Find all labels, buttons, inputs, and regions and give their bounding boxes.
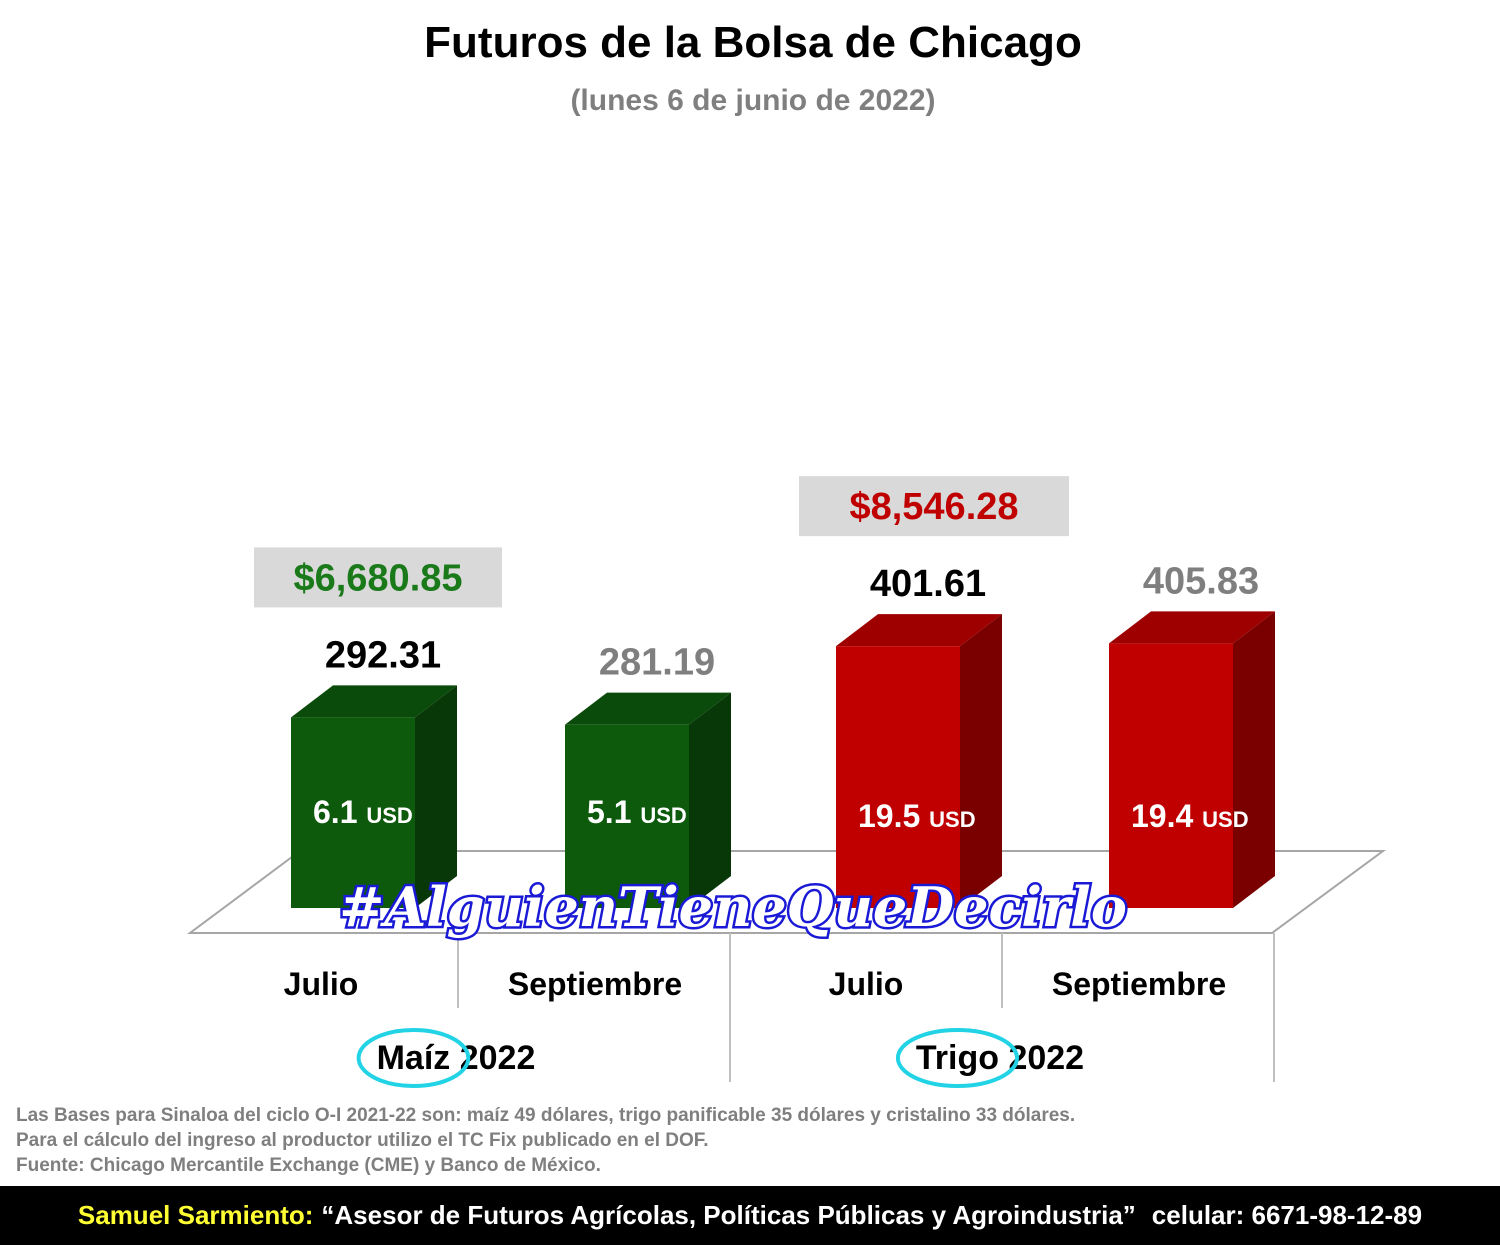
- bar-top: [291, 685, 457, 718]
- price-box: [254, 547, 502, 608]
- price-box: [799, 476, 1069, 537]
- note-bases: Las Bases para Sinaloa del ciclo O-I 202…: [16, 1105, 1076, 1126]
- bar-top: [836, 614, 1002, 647]
- chart-floor: [186, 850, 1387, 934]
- crop-name: Maíz: [377, 1039, 451, 1077]
- bar-value-label: 401.61: [870, 563, 986, 605]
- author-footer: Samuel Sarmiento: “Asesor de Futuros Agr…: [0, 1186, 1500, 1245]
- category-label: Julio: [284, 966, 359, 1002]
- bar-value-label: 281.19: [599, 642, 715, 684]
- footer-author-role: “Asesor de Futuros Agrícolas, Políticas …: [321, 1200, 1136, 1230]
- group-label: Trigo 2022: [916, 1039, 1084, 1077]
- price-per-ton-label: $6,680.85: [293, 557, 462, 599]
- bar-side: [1233, 611, 1275, 908]
- bar-value-label: 405.83: [1143, 560, 1259, 602]
- chart-subtitle: (lunes 6 de junio de 2022): [570, 84, 935, 117]
- watermark-hashtag: #AlguienTieneQueDecirlo: [339, 875, 1127, 939]
- group-label: Maíz 2022: [377, 1039, 536, 1077]
- category-label: Julio: [829, 966, 904, 1002]
- bars-layer: [291, 611, 1275, 908]
- bar: [565, 724, 689, 908]
- crop-name: Trigo: [916, 1039, 999, 1077]
- bar-value-label: 292.31: [325, 634, 441, 676]
- bar-side: [689, 692, 731, 908]
- chart-title: Futuros de la Bolsa de Chicago: [424, 18, 1082, 67]
- note-source: Fuente: Chicago Mercantile Exchange (CME…: [16, 1155, 601, 1176]
- futures-chart: Futuros de la Bolsa de Chicago (lunes 6 …: [186, 18, 1387, 1088]
- bar-side: [415, 685, 457, 908]
- category-label: Septiembre: [1052, 966, 1226, 1002]
- footer-phone: celular: 6671-98-12-89: [1151, 1200, 1423, 1230]
- highlight-circle: [356, 1028, 471, 1088]
- note-exchange-rate: Para el cálculo del ingreso al productor…: [16, 1130, 709, 1151]
- bar-side: [960, 614, 1002, 908]
- bar: [836, 646, 960, 908]
- category-label: Septiembre: [508, 966, 682, 1002]
- bar-top: [1109, 611, 1275, 644]
- bar-top: [565, 692, 731, 725]
- footer-author-name: Samuel Sarmiento:: [77, 1200, 314, 1230]
- highlight-circle: [895, 1028, 1020, 1088]
- price-per-ton-label: $8,546.28: [849, 486, 1018, 528]
- bar: [1109, 643, 1233, 908]
- bar: [291, 717, 415, 908]
- chart-notes: Las Bases para Sinaloa del ciclo O-I 202…: [16, 1103, 1486, 1178]
